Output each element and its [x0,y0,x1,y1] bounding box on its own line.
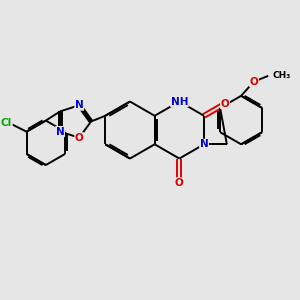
Text: Cl: Cl [1,118,12,128]
Text: O: O [221,99,230,109]
Text: O: O [175,178,184,188]
Text: N: N [56,127,64,136]
Text: N: N [75,100,84,110]
Text: CH₃: CH₃ [272,71,291,80]
Text: N: N [200,139,208,149]
Text: NH: NH [171,97,188,106]
Text: O: O [75,133,84,143]
Text: O: O [250,76,258,87]
